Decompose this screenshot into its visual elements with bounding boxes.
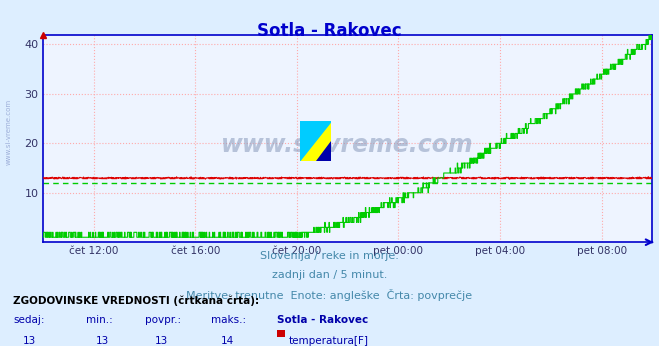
- Text: 13: 13: [96, 336, 109, 346]
- Text: 13: 13: [23, 336, 36, 346]
- Text: Sotla - Rakovec: Sotla - Rakovec: [257, 22, 402, 40]
- Text: Slovenija / reke in morje.: Slovenija / reke in morje.: [260, 251, 399, 261]
- Polygon shape: [316, 141, 331, 161]
- Text: 13: 13: [155, 336, 168, 346]
- Text: maks.:: maks.:: [211, 315, 246, 325]
- Text: sedaj:: sedaj:: [13, 315, 45, 325]
- Text: povpr.:: povpr.:: [145, 315, 181, 325]
- Polygon shape: [300, 121, 331, 161]
- Text: Meritve: trenutne  Enote: angleške  Črta: povprečje: Meritve: trenutne Enote: angleške Črta: …: [186, 289, 473, 301]
- Text: www.si-vreme.com: www.si-vreme.com: [5, 98, 11, 165]
- Text: www.si-vreme.com: www.si-vreme.com: [221, 133, 474, 157]
- Text: ZGODOVINSKE VREDNOSTI (črtkana črta):: ZGODOVINSKE VREDNOSTI (črtkana črta):: [13, 296, 259, 306]
- Text: temperatura[F]: temperatura[F]: [289, 336, 368, 346]
- Polygon shape: [300, 121, 331, 161]
- Text: min.:: min.:: [86, 315, 113, 325]
- Text: 14: 14: [221, 336, 234, 346]
- Text: zadnji dan / 5 minut.: zadnji dan / 5 minut.: [272, 270, 387, 280]
- Text: Sotla - Rakovec: Sotla - Rakovec: [277, 315, 368, 325]
